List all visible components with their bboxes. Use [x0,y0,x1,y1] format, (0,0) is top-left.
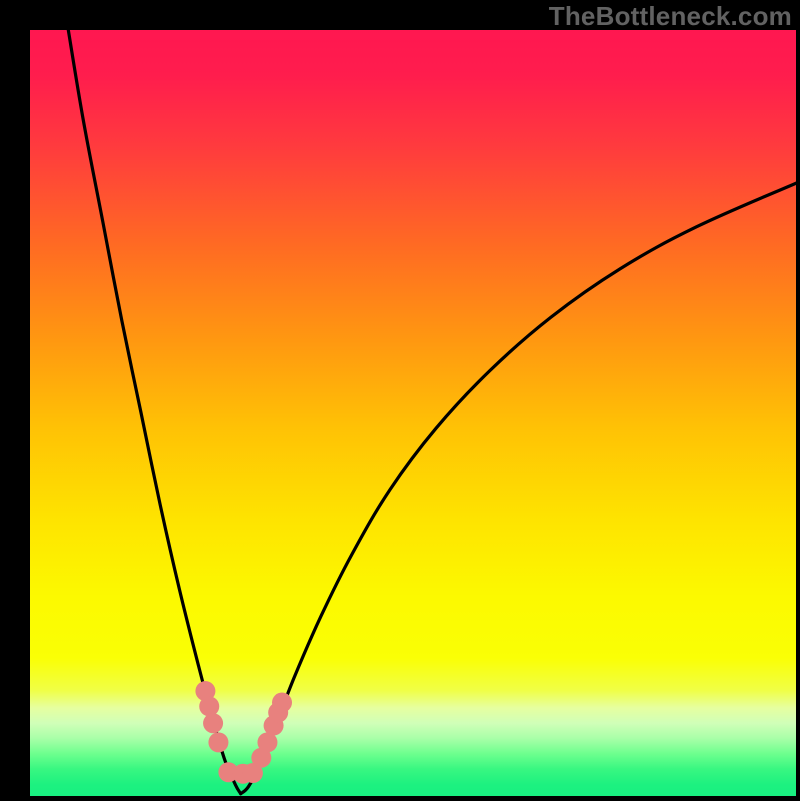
gradient-background [30,30,796,796]
data-marker [272,693,292,713]
data-marker [203,713,223,733]
plot-area [30,30,796,796]
watermark-text: TheBottleneck.com [549,1,792,32]
plot-svg [30,30,796,796]
data-marker [208,732,228,752]
data-marker [199,696,219,716]
